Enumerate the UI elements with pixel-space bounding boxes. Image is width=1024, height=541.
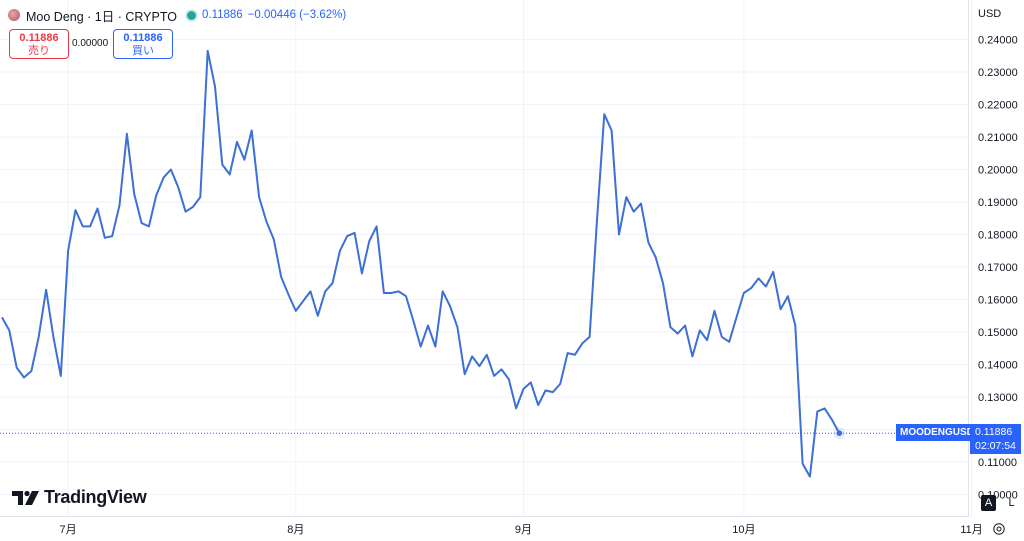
time-tick-label: 7月	[60, 524, 77, 536]
tradingview-logo[interactable]: TradingView	[12, 487, 147, 508]
sell-price: 0.11886	[19, 32, 59, 44]
price-series-line	[1, 49, 841, 478]
price-tick-label: 0.23000	[978, 67, 1018, 79]
price-tick-label: 0.22000	[978, 100, 1018, 112]
price-tick-label: 0.14000	[978, 360, 1018, 372]
symbol-legend: Moo Deng · 1日 · CRYPTO 0.11886 −0.00446 …	[8, 6, 346, 24]
currency-selector[interactable]: USD	[978, 8, 1002, 20]
legend-last-price: 0.11886	[201, 9, 243, 21]
price-chart[interactable]	[0, 0, 973, 517]
price-tick-label: 0.19000	[978, 197, 1018, 209]
price-axis-labels: 0.24000 0.23000 0.22000 0.21000 0.20000 0.190…	[978, 35, 1018, 502]
tradingview-logo-text: TradingView	[44, 487, 147, 507]
time-axis[interactable]: 7月 8月 9月 10月 11月	[0, 518, 983, 541]
price-tick-label: 0.11000	[978, 457, 1017, 469]
last-point-marker	[836, 430, 843, 437]
symbol-title[interactable]: Moo Deng · 1日 · CRYPTO	[26, 9, 177, 24]
spread-value: 0.00000	[72, 38, 109, 49]
tradingview-mark-icon	[12, 490, 39, 505]
market-status-dot-icon	[186, 10, 196, 20]
sell-button[interactable]: 0.11886 売り	[9, 29, 69, 59]
time-tick-label: 9月	[515, 524, 532, 536]
moo-deng-logo-icon	[8, 9, 20, 21]
buy-price: 0.11886	[123, 32, 163, 44]
price-axis[interactable]: 0.24000 0.23000 0.22000 0.21000 0.20000 0.190…	[970, 0, 1024, 517]
price-tick-label: 0.24000	[978, 35, 1018, 47]
legend-change: −0.00446 (−3.62%)	[247, 9, 347, 21]
price-tick-label: 0.21000	[978, 132, 1018, 144]
bar-countdown: 02:07:54	[975, 440, 1016, 452]
series-layer	[1, 49, 846, 478]
price-tick-label: 0.18000	[978, 230, 1018, 242]
price-tick-label: 0.20000	[978, 165, 1018, 177]
price-tick-label: 0.13000	[978, 392, 1018, 404]
plot-area[interactable]: Moo Deng · 1日 · CRYPTO 0.11886 −0.00446 …	[0, 0, 978, 517]
buy-button[interactable]: 0.11886 買い	[113, 29, 173, 59]
price-tick-label: 0.16000	[978, 295, 1018, 307]
grid-layer	[0, 0, 973, 517]
last-price-value: 0.11886	[975, 426, 1013, 438]
time-tick-label: 11月	[960, 524, 982, 536]
log-scale-button[interactable]: L	[1008, 497, 1015, 509]
time-axis-labels: 7月 8月 9月 10月 11月	[60, 524, 983, 536]
axis-settings-gear-icon[interactable]	[992, 522, 1006, 536]
price-tick-label: 0.15000	[978, 327, 1018, 339]
price-tick-label: 0.17000	[978, 262, 1018, 274]
auto-scale-button[interactable]: A	[981, 495, 996, 511]
buy-label: 買い	[132, 45, 154, 57]
sell-label: 売り	[28, 45, 50, 57]
last-price-marker: 0.11886 02:07:54	[970, 424, 1021, 454]
time-tick-label: 10月	[732, 524, 755, 536]
time-tick-label: 8月	[287, 524, 304, 536]
symbol-price-tag: MOODENGUSD	[896, 424, 978, 441]
